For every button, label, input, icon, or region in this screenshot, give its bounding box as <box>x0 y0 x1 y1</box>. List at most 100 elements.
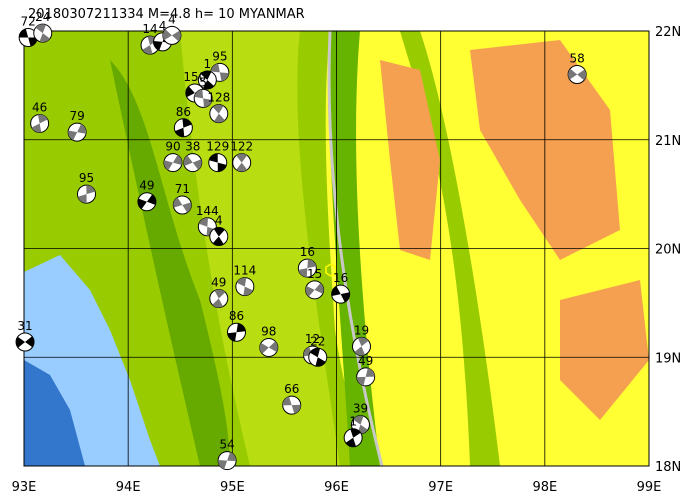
focal-mechanism <box>209 104 229 124</box>
beachball-quadrant <box>236 153 248 163</box>
depth-label: 5 <box>199 75 207 89</box>
focal-mechanism <box>356 367 376 387</box>
depth-label: 19 <box>354 323 369 337</box>
beachball-quadrant <box>19 28 29 38</box>
beachball-quadrant <box>39 33 50 43</box>
depth-label: 98 <box>261 324 276 338</box>
beachball-quadrant <box>137 198 147 209</box>
depth-label: 1 <box>204 57 212 71</box>
x-tick-label: 94E <box>116 480 141 495</box>
beachball-quadrant <box>209 153 218 163</box>
beachball-quadrant <box>210 63 220 73</box>
beachball-quadrant <box>172 154 182 165</box>
depth-label: 128 <box>207 91 230 105</box>
focal-mechanism <box>305 280 325 300</box>
beachball-quadrant <box>305 286 315 297</box>
beachball-quadrant <box>315 357 326 367</box>
beachball-quadrant <box>162 29 172 41</box>
focal-mechanism <box>197 70 217 90</box>
depth-label: 24 <box>35 10 50 24</box>
beachball-quadrant <box>243 286 253 296</box>
depth-label: 79 <box>69 109 84 123</box>
beachball-quadrant <box>350 428 361 438</box>
depth-label: 12 <box>305 332 320 346</box>
beachball-quadrant <box>185 86 195 98</box>
depth-label: 14 <box>142 22 157 36</box>
beachball-quadrant <box>314 283 324 294</box>
focal-mechanism <box>259 337 279 357</box>
beachball-quadrant <box>354 346 365 356</box>
x-tick-label: 97E <box>428 480 453 495</box>
depth-label: 15 <box>307 267 322 281</box>
beachball-quadrant <box>25 336 35 348</box>
beachball-quadrant <box>236 162 248 172</box>
beachball-quadrant <box>577 69 587 81</box>
depth-label: 144 <box>196 204 219 218</box>
depth-label: 86 <box>176 105 191 119</box>
depth-label: 122 <box>230 140 253 154</box>
beachball-quadrant <box>146 194 156 205</box>
y-tick-label: 20N <box>655 243 681 258</box>
x-tick-label: 99E <box>637 480 662 495</box>
depth-label: 71 <box>175 182 190 196</box>
beachball-quadrant <box>192 159 202 170</box>
focal-mechanism <box>308 347 328 367</box>
beachball-quadrant <box>214 289 226 299</box>
beachball-quadrant <box>259 342 269 354</box>
focal-mechanism <box>235 277 255 297</box>
x-tick-label: 93E <box>12 480 37 495</box>
focal-mechanism <box>33 23 53 43</box>
focal-mechanism <box>173 118 193 138</box>
depth-label: 58 <box>569 52 584 66</box>
focal-mechanism <box>208 153 228 173</box>
map-title: 20180307211334 M=4.8 h= 10 MYANMAR <box>28 7 305 22</box>
focal-mechanism <box>352 336 371 356</box>
depth-label: 16 <box>333 271 348 285</box>
focal-mechanism <box>15 332 35 352</box>
focal-mechanism <box>282 395 302 415</box>
beachball-quadrant <box>217 162 227 172</box>
beachball-quadrant <box>203 79 214 89</box>
focal-mechanism <box>217 451 237 471</box>
beachball-quadrant <box>200 70 212 80</box>
depth-label: 90 <box>165 140 180 154</box>
beachball-quadrant <box>345 437 356 447</box>
depth-label: 86 <box>229 309 244 323</box>
depth-label: 4 <box>159 19 167 33</box>
focal-mechanism <box>331 284 351 304</box>
beachball-quadrant <box>219 72 229 82</box>
focal-mechanism <box>163 153 183 173</box>
depth-label: 95 <box>79 171 94 185</box>
x-tick-label: 96E <box>324 480 349 495</box>
depth-label: 72 <box>21 15 36 29</box>
focal-mechanism <box>137 192 157 212</box>
depth-label: 4 <box>215 214 223 228</box>
beachball-quadrant <box>182 202 192 213</box>
y-tick-label: 18N <box>655 460 681 475</box>
beachball-quadrant <box>182 118 192 128</box>
beachball-quadrant <box>86 185 96 195</box>
depth-label: 1 <box>349 415 357 429</box>
y-tick-label: 21N <box>655 134 681 149</box>
depth-label: 16 <box>300 245 315 259</box>
beachball-quadrant <box>28 37 38 47</box>
focal-mechanism <box>209 227 229 247</box>
beachball-quadrant <box>218 460 228 470</box>
beachball-quadrant <box>353 415 364 425</box>
focal-mechanism <box>67 122 87 142</box>
depth-label: 95 <box>212 49 227 63</box>
epicenter-marker <box>325 263 337 277</box>
y-tick-label: 22N <box>655 25 681 40</box>
focal-mechanism <box>30 113 50 133</box>
focal-mechanism <box>567 65 587 84</box>
depth-label: 49 <box>139 179 154 193</box>
focal-mechanism <box>343 428 363 448</box>
x-tick-label: 95E <box>220 480 245 495</box>
depth-label: 38 <box>185 140 200 154</box>
beachball-quadrant <box>331 286 341 296</box>
beachball-quadrant <box>212 236 224 246</box>
beachball-quadrant <box>212 298 223 308</box>
beachball-quadrant <box>175 127 185 137</box>
depth-label: 114 <box>233 264 256 278</box>
